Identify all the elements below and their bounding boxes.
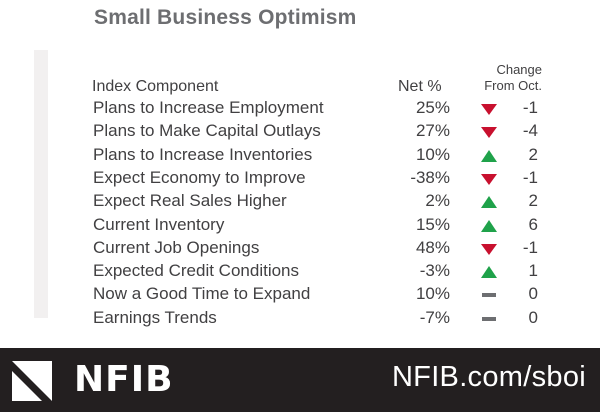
net-percent-value: 25% bbox=[415, 98, 450, 117]
change-value: 6 bbox=[528, 214, 538, 234]
nfib-logo-mark-icon bbox=[12, 361, 52, 401]
down-triangle-icon bbox=[480, 242, 498, 256]
header-index-component: Index Component bbox=[92, 78, 219, 95]
up-triangle-icon bbox=[480, 149, 498, 163]
index-component-label: Current Inventory bbox=[93, 214, 225, 234]
index-component-label: Plans to Increase Employment bbox=[93, 98, 324, 117]
up-triangle-icon bbox=[480, 265, 498, 279]
nfib-logo: NFIB bbox=[12, 359, 174, 401]
chart-title: Small Business Optimism bbox=[94, 6, 357, 29]
change-value: -1 bbox=[522, 167, 538, 187]
up-triangle-icon bbox=[480, 219, 498, 233]
change-value: 0 bbox=[528, 284, 538, 304]
dash-icon bbox=[480, 312, 498, 326]
change-value: 0 bbox=[528, 307, 538, 327]
dash-icon bbox=[480, 288, 498, 302]
down-triangle-icon bbox=[480, 102, 498, 116]
table-row: Current Job Openings 48% -1 bbox=[0, 238, 600, 261]
net-percent-value: 10% bbox=[415, 144, 450, 164]
footer-url: NFIB.com/sboi bbox=[391, 361, 586, 393]
net-percent-value: -7% bbox=[419, 307, 450, 327]
change-value: -1 bbox=[522, 237, 538, 257]
table-row: Plans to Increase Employment 25% -1 bbox=[0, 98, 600, 121]
down-triangle-icon bbox=[480, 172, 498, 186]
index-component-label: Expect Economy to Improve bbox=[93, 167, 306, 187]
change-value: 1 bbox=[528, 261, 538, 281]
net-percent-value: 48% bbox=[415, 237, 450, 257]
footer-bar: NFIB NFIB.com/sboi bbox=[0, 348, 600, 412]
change-value: -1 bbox=[522, 98, 538, 117]
index-component-label: Expected Credit Conditions bbox=[93, 261, 300, 281]
index-component-label: Plans to Make Capital Outlays bbox=[93, 121, 321, 141]
net-percent-value: 27% bbox=[415, 121, 450, 141]
header-change-line1: Change bbox=[496, 62, 542, 77]
table-row: Expected Credit Conditions -3% 1 bbox=[0, 261, 600, 284]
index-component-label: Plans to Increase Inventories bbox=[93, 144, 313, 164]
table-row: Current Inventory 15% 6 bbox=[0, 215, 600, 238]
logo-text: NFIB bbox=[74, 359, 174, 400]
change-value: 2 bbox=[528, 191, 538, 211]
header-change-line2: From Oct. bbox=[484, 78, 542, 93]
net-percent-value: 2% bbox=[425, 191, 450, 211]
table-header: Index Component Net % Change From Oct. bbox=[0, 60, 600, 100]
table-row: Now a Good Time to Expand 10% 0 bbox=[0, 284, 600, 307]
index-component-label: Expect Real Sales Higher bbox=[93, 191, 287, 211]
index-component-label: Current Job Openings bbox=[93, 237, 260, 257]
table-row: Plans to Increase Inventories 10% 2 bbox=[0, 145, 600, 168]
change-value: 2 bbox=[528, 144, 538, 164]
index-component-label: Earnings Trends bbox=[93, 307, 217, 327]
net-percent-value: -3% bbox=[419, 261, 450, 281]
table-row: Expect Real Sales Higher 2% 2 bbox=[0, 191, 600, 214]
up-triangle-icon bbox=[480, 195, 498, 209]
decorative-side-bar bbox=[34, 50, 48, 318]
net-percent-value: 10% bbox=[415, 284, 450, 304]
net-percent-value: 15% bbox=[415, 214, 450, 234]
index-component-label: Now a Good Time to Expand bbox=[93, 284, 311, 304]
header-net-percent: Net % bbox=[398, 78, 442, 95]
table-row: Expect Economy to Improve -38% -1 bbox=[0, 168, 600, 191]
down-triangle-icon bbox=[480, 125, 498, 139]
table-row: Plans to Make Capital Outlays 27% -4 bbox=[0, 121, 600, 144]
table-row: Earnings Trends -7% 0 bbox=[0, 308, 600, 331]
change-value: -4 bbox=[522, 121, 538, 141]
net-percent-value: -38% bbox=[410, 167, 450, 187]
header-change: Change From Oct. bbox=[458, 62, 542, 94]
